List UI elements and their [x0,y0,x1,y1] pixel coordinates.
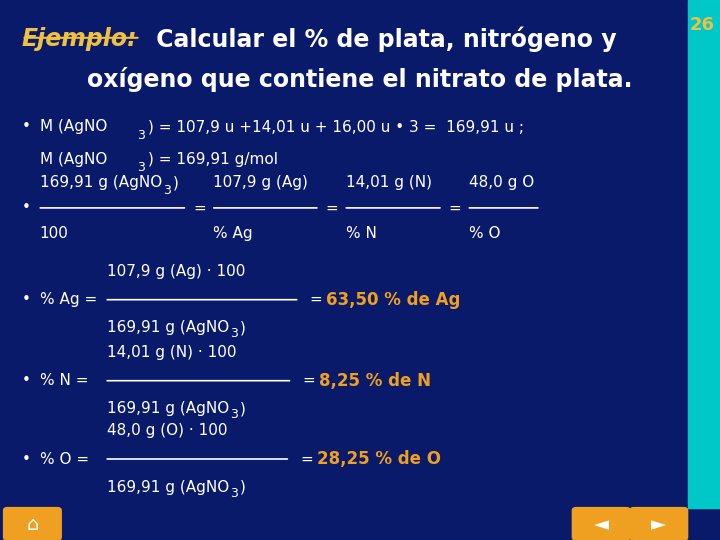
Text: 3: 3 [230,327,238,340]
Text: 8,25 % de N: 8,25 % de N [319,372,431,390]
Text: % Ag =: % Ag = [40,292,97,307]
Text: ) = 107,9 u +14,01 u + 16,00 u • 3 =  169,91 u ;: ) = 107,9 u +14,01 u + 16,00 u • 3 = 169… [148,119,523,134]
Text: 3: 3 [230,487,238,500]
Text: % O =: % O = [40,451,89,467]
Text: M (AgNO: M (AgNO [40,152,107,167]
Text: •: • [22,200,30,215]
FancyBboxPatch shape [4,508,61,540]
Text: ) = 169,91 g/mol: ) = 169,91 g/mol [148,152,278,167]
Text: 3: 3 [137,161,145,174]
Text: 3: 3 [163,184,171,197]
Text: 28,25 % de O: 28,25 % de O [317,450,441,468]
Text: % N =: % N = [40,373,88,388]
Text: 26: 26 [690,16,715,34]
Text: M (AgNO: M (AgNO [40,119,107,134]
Text: •: • [22,451,30,467]
Text: =: = [310,292,328,307]
Text: 169,91 g (AgNO: 169,91 g (AgNO [40,175,162,190]
Text: 48,0 g O: 48,0 g O [469,175,534,190]
Text: ►: ► [652,515,666,535]
Text: oxígeno que contiene el nitrato de plata.: oxígeno que contiene el nitrato de plata… [87,68,633,92]
Text: 3: 3 [230,408,238,421]
Text: 107,9 g (Ag) · 100: 107,9 g (Ag) · 100 [107,264,245,279]
Text: ): ) [173,175,179,190]
Text: =: = [193,200,206,215]
Bar [688,0,720,508]
Text: =: = [301,451,318,467]
Text: Ejemplo:: Ejemplo: [22,27,138,51]
Text: •: • [22,373,30,388]
Text: Calcular el % de plata, nitrógeno y: Calcular el % de plata, nitrógeno y [148,27,616,52]
Text: % Ag: % Ag [213,226,253,241]
Text: •: • [22,119,30,134]
Text: ): ) [240,320,246,335]
Text: 169,91 g (AgNO: 169,91 g (AgNO [107,480,229,495]
Text: =: = [325,200,338,215]
Text: =: = [449,200,462,215]
FancyBboxPatch shape [572,508,630,540]
Text: 100: 100 [40,226,68,241]
Text: % N: % N [346,226,377,241]
FancyBboxPatch shape [630,508,688,540]
Text: ): ) [240,401,246,416]
Text: 3: 3 [137,129,145,142]
Text: =: = [303,373,320,388]
Text: 14,01 g (N) · 100: 14,01 g (N) · 100 [107,345,236,360]
Text: •: • [22,292,30,307]
Text: 63,50 % de Ag: 63,50 % de Ag [326,291,461,309]
Text: 48,0 g (O) · 100: 48,0 g (O) · 100 [107,423,227,438]
Text: ⌂: ⌂ [26,515,39,535]
Text: % O: % O [469,226,500,241]
Text: 169,91 g (AgNO: 169,91 g (AgNO [107,401,229,416]
Text: 169,91 g (AgNO: 169,91 g (AgNO [107,320,229,335]
Text: ): ) [240,480,246,495]
Text: 14,01 g (N): 14,01 g (N) [346,175,431,190]
Text: 107,9 g (Ag): 107,9 g (Ag) [213,175,308,190]
Text: ◄: ◄ [594,515,608,535]
